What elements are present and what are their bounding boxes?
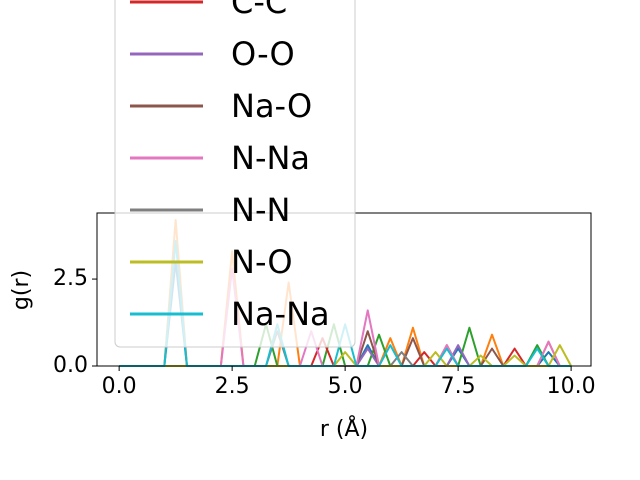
x-tick-label: 0.0 bbox=[102, 374, 137, 399]
y-tick-label: 0.0 bbox=[53, 353, 88, 378]
x-tick-label: 10.0 bbox=[547, 374, 596, 399]
legend-label: N-O bbox=[231, 243, 293, 281]
y-axis-label: g(r) bbox=[9, 270, 34, 310]
x-tick-label: 7.5 bbox=[441, 374, 476, 399]
x-axis-label: r (Å) bbox=[320, 415, 368, 442]
legend-label: N-N bbox=[231, 191, 290, 229]
y-tick-label: 2.5 bbox=[53, 266, 88, 291]
x-tick-label: 5.0 bbox=[328, 374, 363, 399]
legend-label: C-C bbox=[231, 0, 287, 21]
legend-box bbox=[114, 0, 356, 348]
legend-label: Na-O bbox=[231, 87, 312, 125]
x-tick-label: 2.5 bbox=[215, 374, 250, 399]
legend-label: O-O bbox=[231, 35, 295, 73]
legend-label: Na-Na bbox=[231, 295, 330, 333]
legend-label: N-Na bbox=[231, 139, 310, 177]
